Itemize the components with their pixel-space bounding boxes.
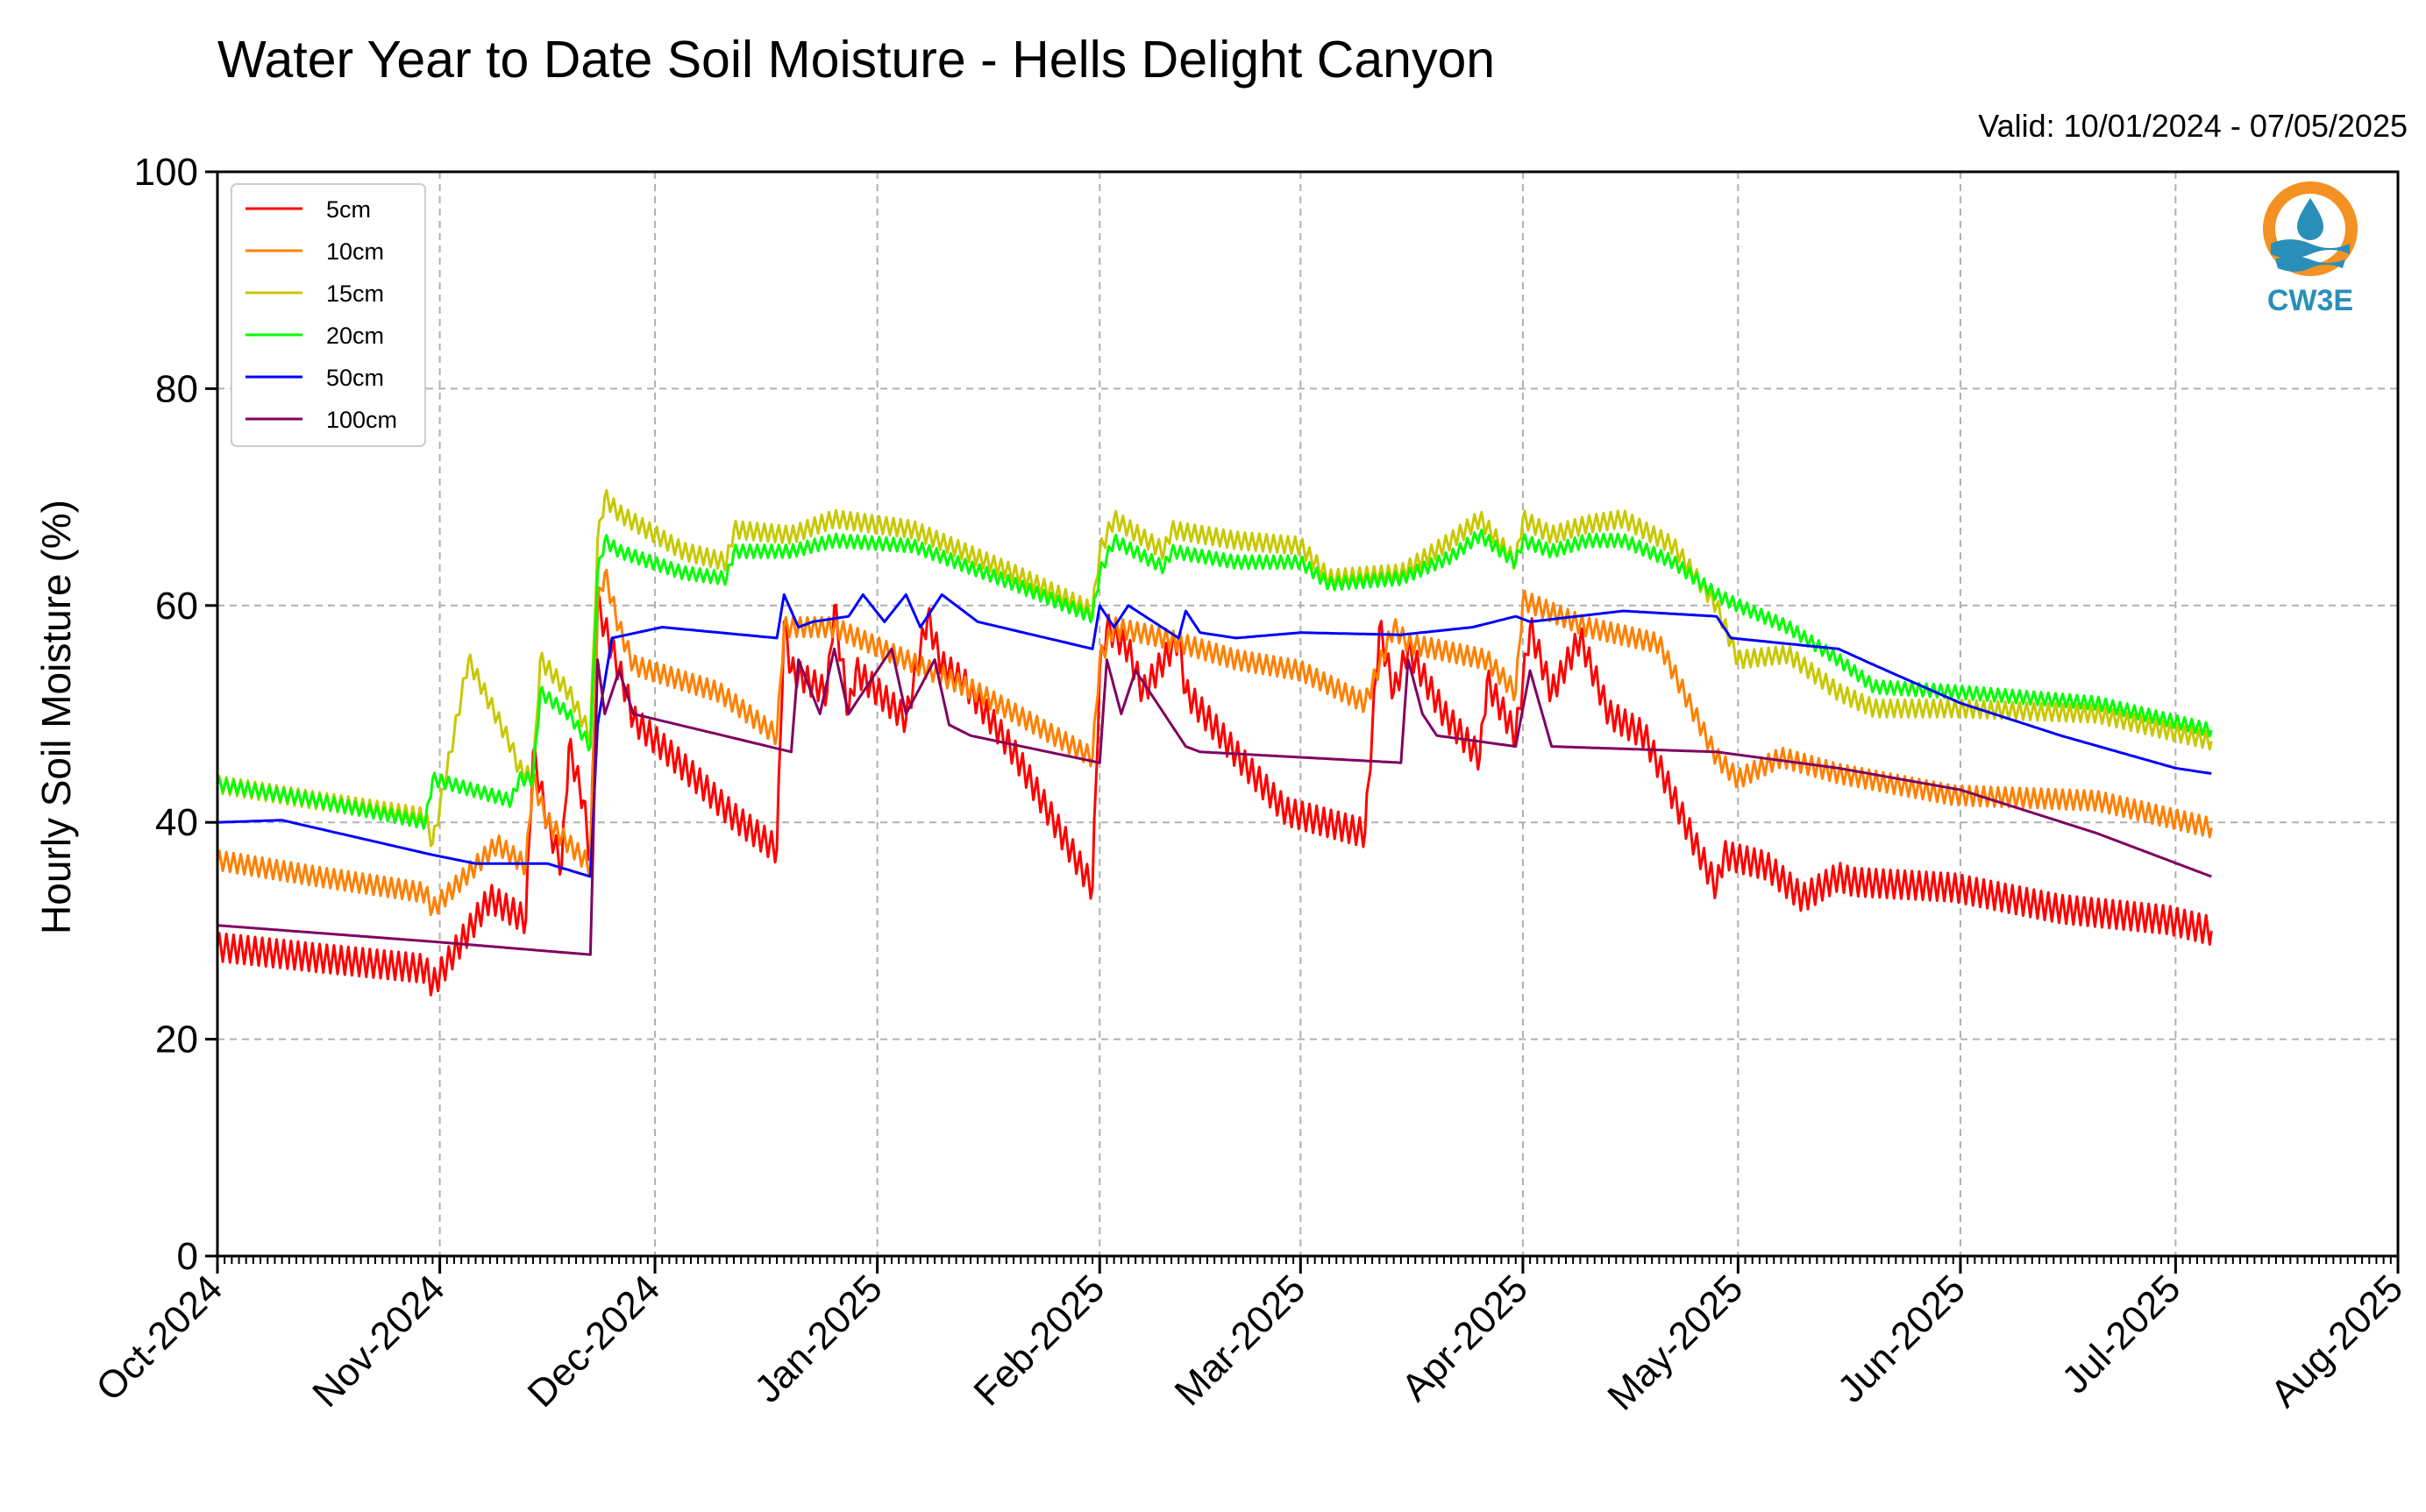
y-tick-label: 20 — [155, 1019, 198, 1061]
legend-label-100cm: 100cm — [326, 407, 397, 433]
cw3e-logo: CW3E — [2263, 181, 2358, 317]
y-axis-label: Hourly Soil Moisture (%) — [33, 500, 79, 934]
series-line-50cm — [217, 593, 2212, 878]
legend-label-10cm: 10cm — [326, 238, 384, 265]
x-tick-label: Jul-2025 — [2053, 1267, 2188, 1402]
x-tick-label: Jun-2025 — [1830, 1267, 1974, 1410]
x-tick-label: Aug-2025 — [2262, 1267, 2411, 1416]
series-line-10cm — [216, 568, 2213, 917]
legend-label-5cm: 5cm — [326, 196, 371, 223]
series-line-20cm — [216, 529, 2213, 830]
y-tick-label: 60 — [155, 585, 198, 628]
y-tick-label: 80 — [155, 367, 198, 410]
legend-label-20cm: 20cm — [326, 323, 384, 349]
logo-text: CW3E — [2267, 284, 2353, 317]
x-tick-label: Apr-2025 — [1393, 1267, 1536, 1409]
legend-label-15cm: 15cm — [326, 280, 384, 307]
y-tick-label: 100 — [134, 151, 198, 194]
series-lines — [216, 489, 2213, 997]
legend: 5cm 10cm 15cm 20cm 50cm 100cm — [231, 183, 426, 447]
y-tick-label: 40 — [155, 801, 198, 844]
x-tick-label: Nov-2024 — [304, 1267, 453, 1416]
series-line-100cm — [217, 647, 2212, 956]
valid-date-range: Valid: 10/01/2024 - 07/05/2025 — [1978, 108, 2408, 144]
y-tick-label: 0 — [177, 1235, 198, 1278]
x-tick-label: Mar-2025 — [1167, 1267, 1314, 1414]
x-tick-label: May-2025 — [1599, 1267, 1751, 1418]
logo-wave-icon — [2275, 256, 2345, 272]
logo-wave-icon — [2271, 239, 2350, 259]
series-line-15cm — [216, 489, 2213, 848]
chart-title: Water Year to Date Soil Moisture - Hells… — [217, 31, 1496, 89]
x-tick-label: Dec-2024 — [520, 1267, 669, 1416]
logo-drop-icon — [2297, 198, 2323, 240]
x-tick-label: Jan-2025 — [746, 1267, 890, 1410]
legend-label-50cm: 50cm — [326, 365, 384, 391]
x-tick-label: Feb-2025 — [965, 1267, 1113, 1414]
x-tick-label: Oct-2024 — [88, 1267, 231, 1409]
